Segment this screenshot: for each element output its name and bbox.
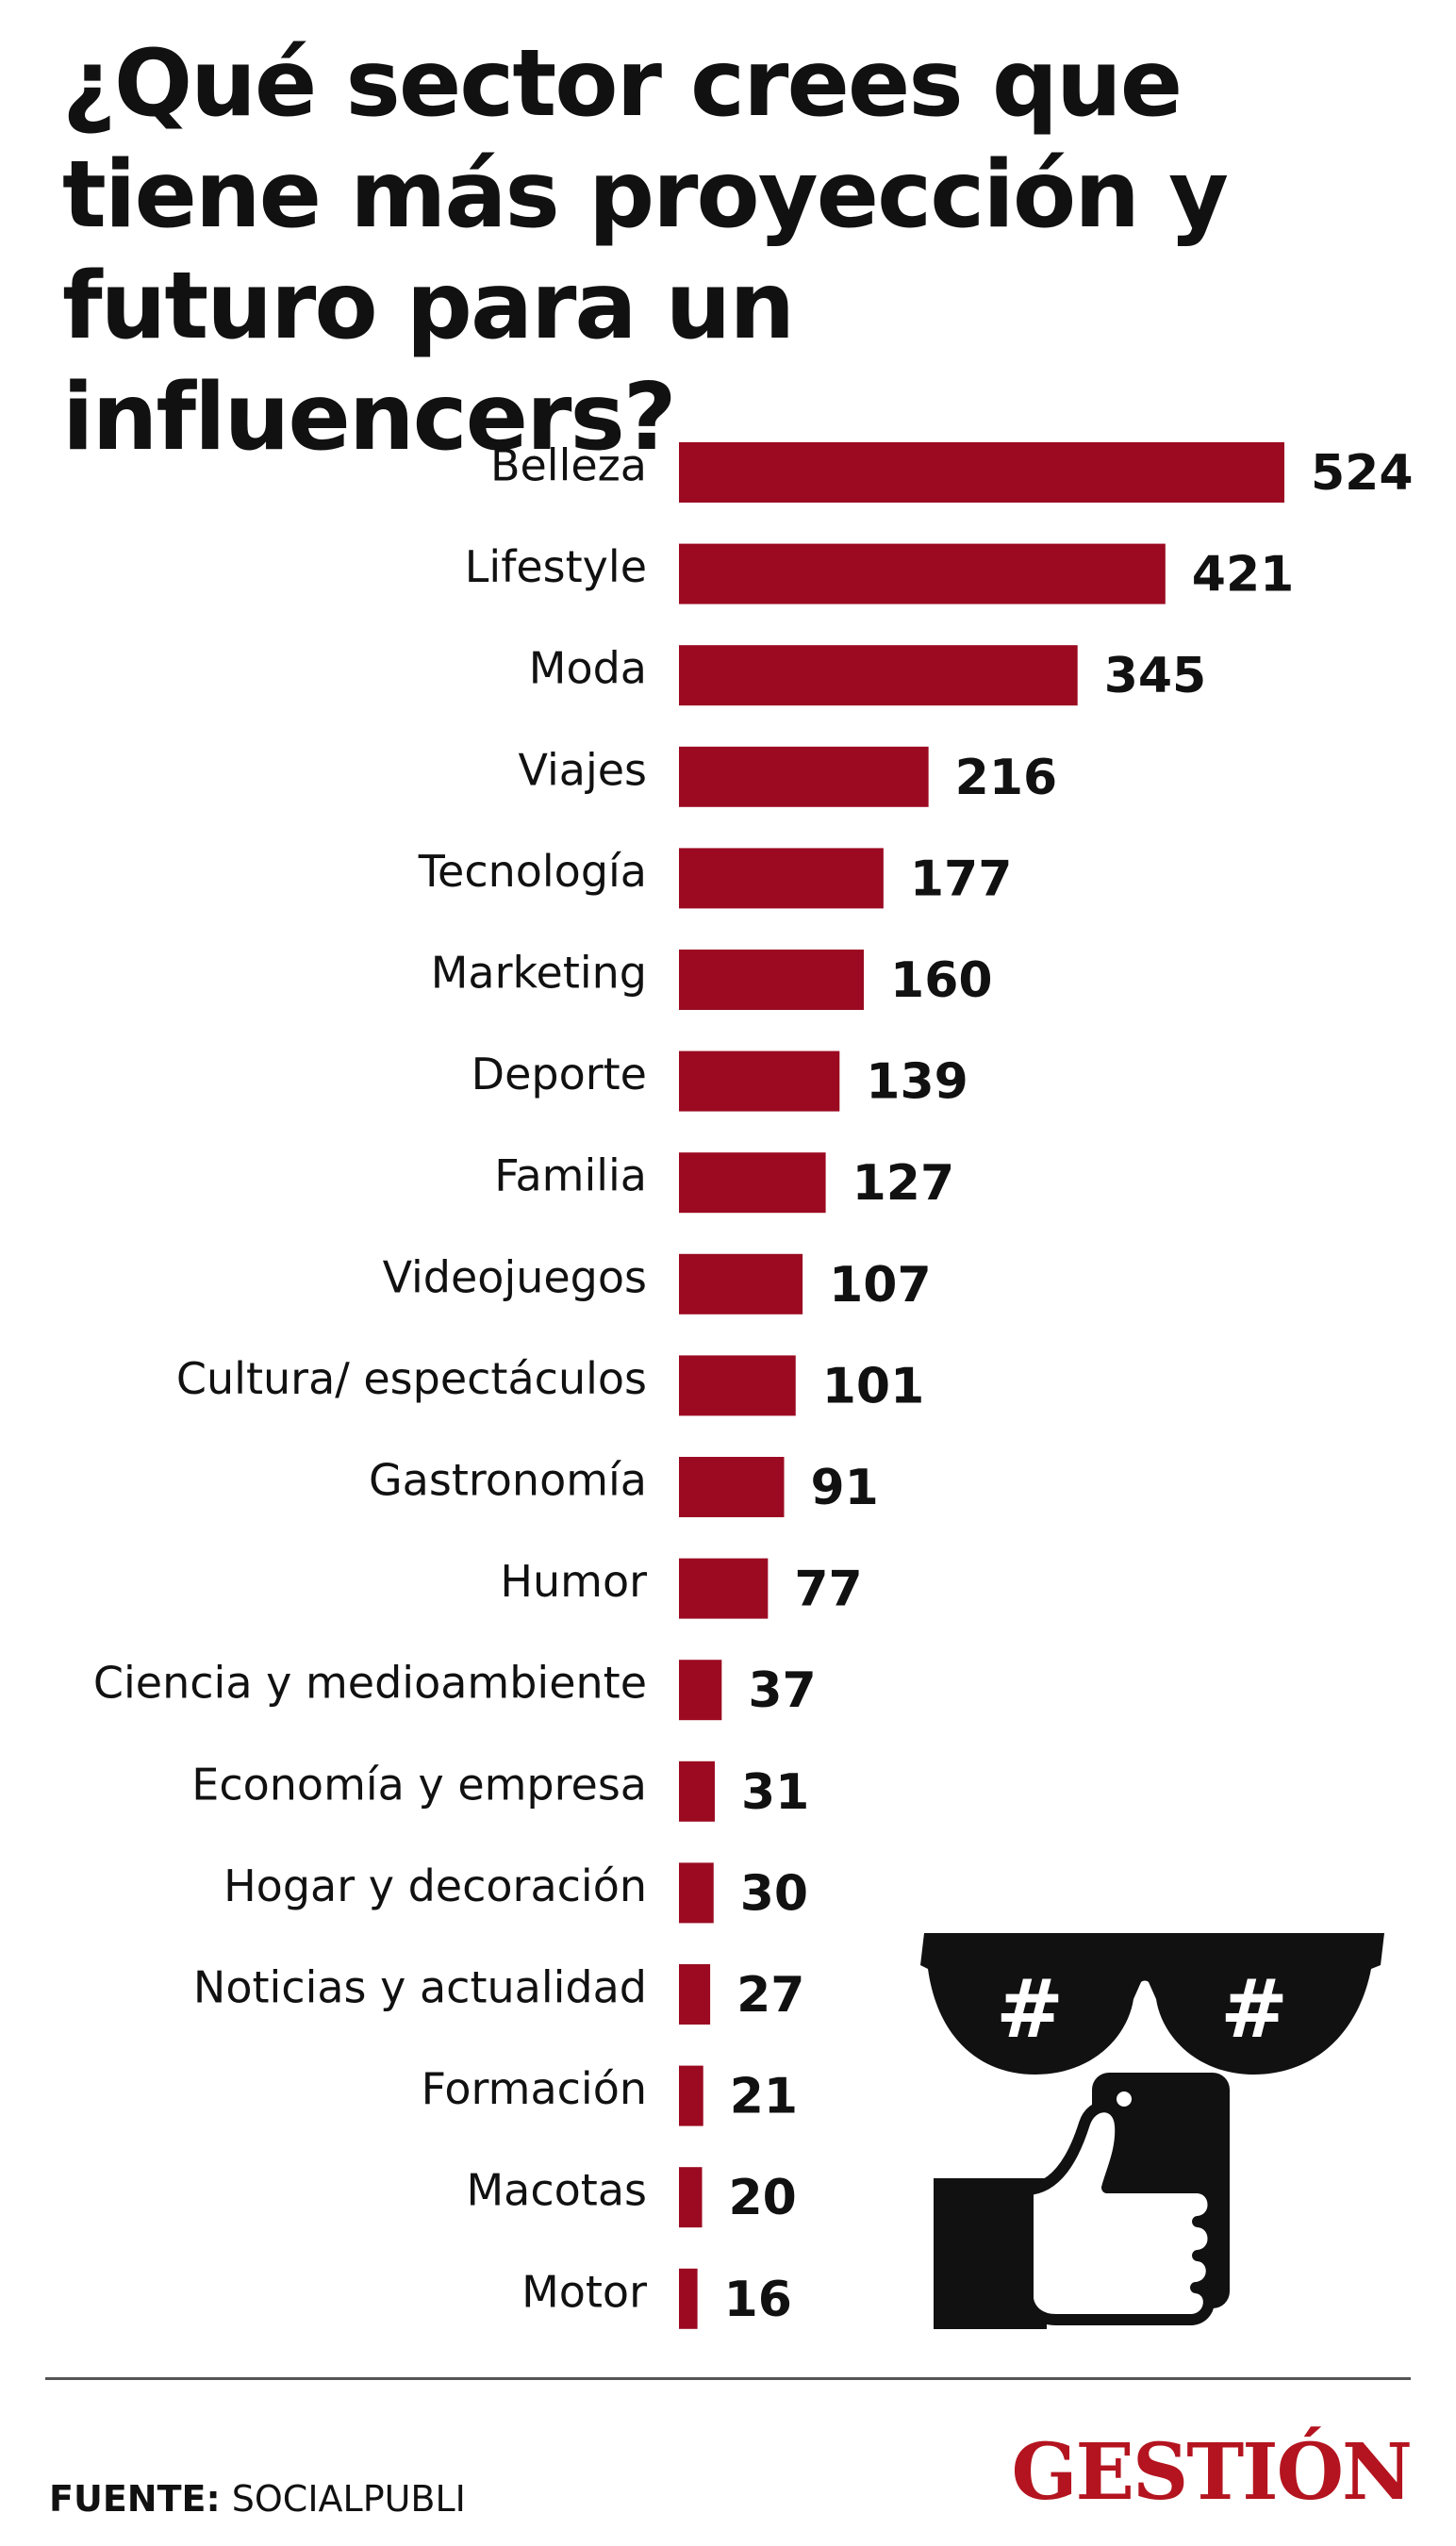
category-label-humor: Humor <box>500 1556 647 1607</box>
category-label-cultura-espectaculos: Cultura/ espectáculos <box>176 1353 647 1404</box>
category-label-formacion: Formación <box>422 2063 647 2114</box>
brand-logo: GESTIÓN <box>1011 2427 1413 2518</box>
source-text: SOCIALPUBLI <box>231 2478 466 2520</box>
category-label-macotas: Macotas <box>466 2165 647 2216</box>
category-label-ciencia-y-medioambiente: Ciencia y medioambiente <box>93 1658 647 1709</box>
category-label-gastronomia: Gastronomía <box>369 1455 647 1506</box>
bar-viajes <box>679 746 929 807</box>
bar-belleza <box>679 442 1284 503</box>
value-label-motor: 16 <box>724 2272 792 2328</box>
category-label-marketing: Marketing <box>431 948 647 999</box>
bar-noticias-y-actualidad <box>679 1964 711 2025</box>
bar-economia-y-empresa <box>679 1761 715 1822</box>
value-label-noticias-y-actualidad: 27 <box>736 1967 804 2024</box>
value-label-economia-y-empresa: 31 <box>741 1764 809 1821</box>
category-label-deporte: Deporte <box>472 1049 647 1099</box>
hashtag-left: # <box>996 1962 1064 2057</box>
sunglasses-icon: # # <box>920 1933 1384 2075</box>
bar-macotas <box>679 2167 703 2228</box>
value-label-belleza: 524 <box>1311 445 1414 502</box>
category-label-hogar-y-decoracion: Hogar y decoración <box>223 1860 647 1911</box>
value-label-marketing: 160 <box>890 952 993 1009</box>
value-label-gastronomia: 91 <box>810 1460 878 1516</box>
influencer-illustration: # # <box>920 1933 1384 2329</box>
bar-hogar-y-decoracion <box>679 1862 714 1924</box>
bar-tecnologia <box>679 848 884 909</box>
bar-videojuegos <box>679 1253 803 1314</box>
chart-title: ¿Qué sector crees que tiene más proyecci… <box>62 30 1229 471</box>
category-label-familia: Familia <box>494 1150 647 1201</box>
category-label-lifestyle: Lifestyle <box>465 541 647 592</box>
value-label-ciencia-y-medioambiente: 37 <box>748 1662 816 1719</box>
bar-motor <box>679 2268 698 2329</box>
bar-ciencia-y-medioambiente <box>679 1660 722 1721</box>
category-label-viajes: Viajes <box>519 744 647 795</box>
category-label-videojuegos: Videojuegos <box>383 1251 647 1302</box>
bar-gastronomia <box>679 1457 785 1517</box>
value-label-macotas: 20 <box>729 2170 797 2226</box>
value-label-cultura-espectaculos: 101 <box>822 1358 925 1414</box>
bar-moda <box>679 645 1078 706</box>
bar-familia <box>679 1152 826 1214</box>
category-label-tecnologia: Tecnología <box>418 846 647 897</box>
bar-lifestyle <box>679 543 1166 604</box>
value-label-moda: 345 <box>1104 648 1207 704</box>
value-label-viajes: 216 <box>955 750 1058 806</box>
footer-divider <box>45 2377 1411 2380</box>
bar-chart: Belleza 524 Lifestyle 421 Moda 345 Viajes 216 Te… <box>93 440 1414 2329</box>
value-label-hogar-y-decoracion: 30 <box>740 1865 808 1922</box>
bar-formacion <box>679 2065 703 2126</box>
value-label-familia: 127 <box>852 1155 955 1212</box>
value-label-tecnologia: 177 <box>910 851 1013 907</box>
bar-humor <box>679 1558 769 1619</box>
hashtag-right: # <box>1220 1962 1288 2057</box>
value-label-formacion: 21 <box>730 2069 798 2125</box>
category-label-noticias-y-actualidad: Noticias y actualidad <box>193 1962 647 2013</box>
bar-deporte <box>679 1050 840 1112</box>
category-label-motor: Motor <box>521 2266 647 2317</box>
bar-cultura-espectaculos <box>679 1355 796 1416</box>
source-note: FUENTE: SOCIALPUBLI <box>49 2478 466 2520</box>
bar-marketing <box>679 950 865 1010</box>
source-label: FUENTE: <box>49 2478 221 2520</box>
thumbs-up-phone-icon <box>934 2073 1230 2329</box>
category-label-moda: Moda <box>529 643 647 694</box>
value-label-videojuegos: 107 <box>829 1257 932 1314</box>
category-label-economia-y-empresa: Economía y empresa <box>191 1759 647 1810</box>
value-label-lifestyle: 421 <box>1192 547 1295 603</box>
value-label-deporte: 139 <box>866 1054 968 1111</box>
category-label-belleza: Belleza <box>490 440 647 491</box>
value-label-humor: 77 <box>794 1562 862 1618</box>
